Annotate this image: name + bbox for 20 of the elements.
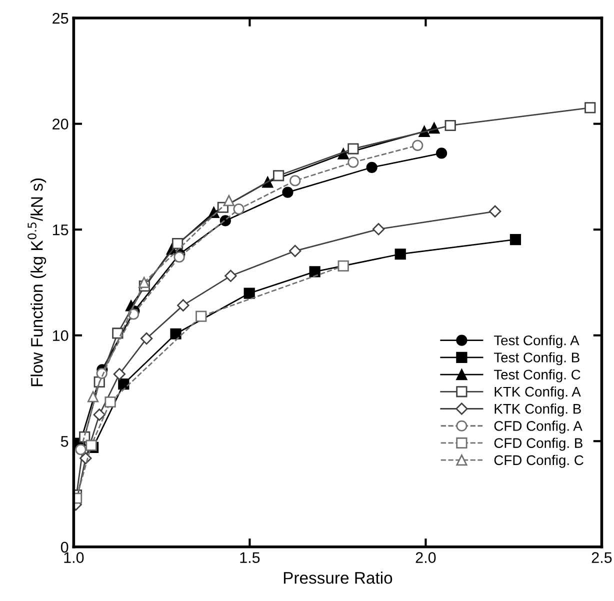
x-tick-label: 1.0 — [64, 552, 84, 563]
x-axis-title: Pressure Ratio — [284, 572, 392, 584]
y-axis-title: Flow Function (kg K$^{0.5}$/kN s) — [28, 178, 46, 386]
x-tick-label: 2.5 — [592, 552, 612, 563]
legend-label: Test Config. C — [494, 369, 580, 382]
y-tick-label: 0 — [60, 542, 68, 553]
x-tick-label: 1.5 — [240, 552, 260, 563]
legend-label: CFD Config. B — [494, 438, 582, 451]
y-tick-label: 15 — [52, 224, 68, 236]
y-tick-label: 25 — [52, 12, 68, 24]
legend-label: CFD Config. A — [494, 420, 582, 434]
legend-label: CFD Config. C — [494, 454, 584, 468]
legend-label: Test Config. A — [494, 335, 580, 348]
y-tick-label: 5 — [60, 436, 68, 447]
y-tick-label: 10 — [52, 330, 68, 342]
legend-label: KTK Config. B — [494, 404, 581, 416]
x-tick-label: 2.0 — [416, 552, 436, 563]
y-tick-label: 20 — [52, 118, 68, 130]
legend-label: KTK Config. A — [494, 386, 581, 400]
legend-label: Test Config. B — [494, 352, 580, 366]
